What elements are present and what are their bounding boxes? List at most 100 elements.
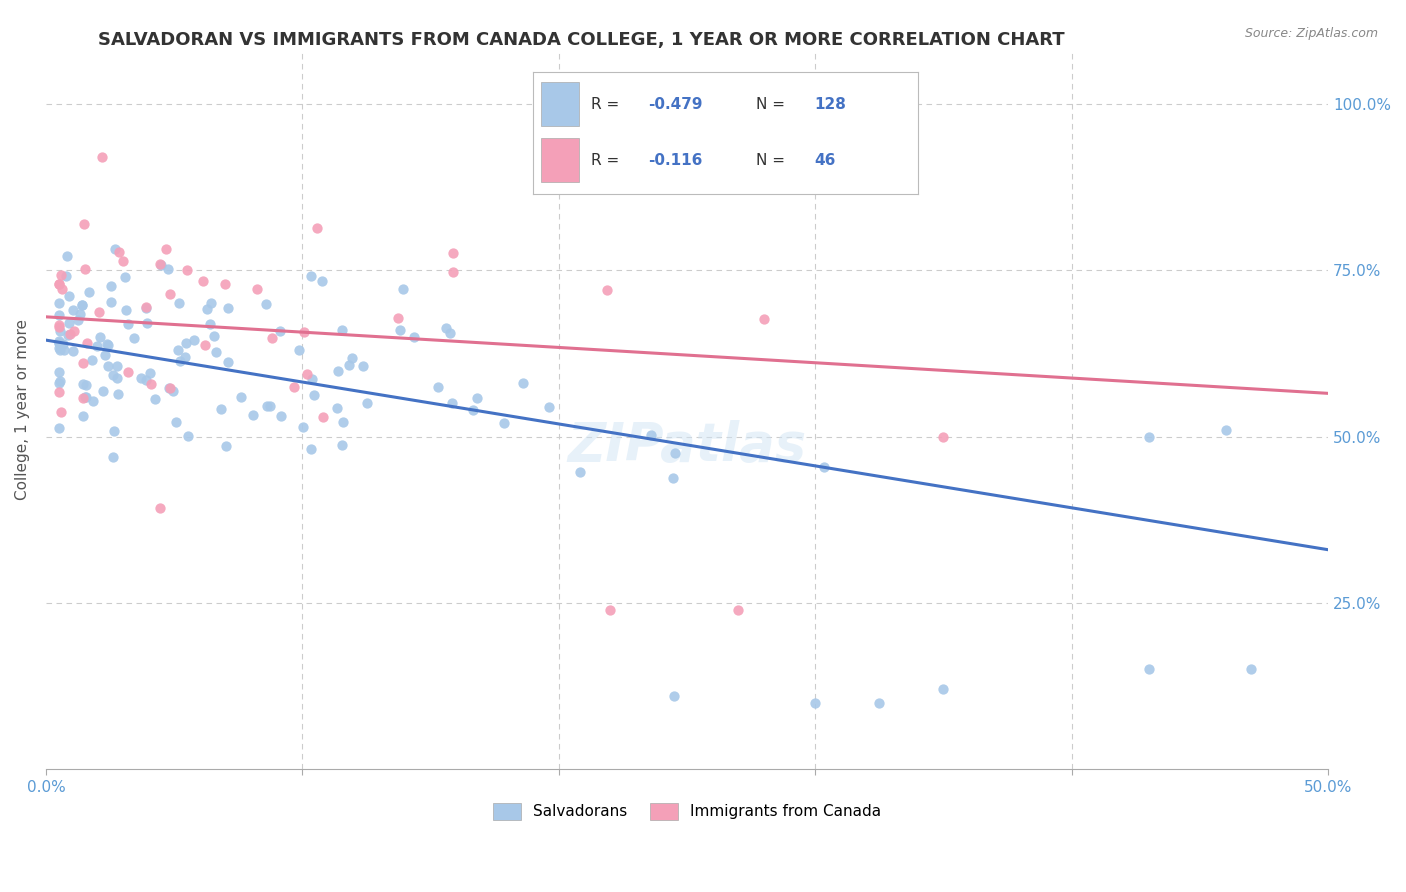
Point bbox=[59, 326, 82, 341]
Point bbox=[112, 253, 135, 268]
Point bbox=[48, 318, 70, 333]
Point bbox=[135, 373, 157, 387]
Point bbox=[194, 338, 217, 352]
Point bbox=[104, 242, 127, 256]
Point bbox=[392, 282, 415, 296]
Point bbox=[305, 220, 328, 235]
Point bbox=[96, 337, 118, 351]
Point bbox=[62, 303, 84, 318]
Point bbox=[51, 281, 73, 295]
Point bbox=[49, 374, 72, 388]
Point bbox=[217, 355, 239, 369]
Point bbox=[662, 471, 685, 485]
Point bbox=[94, 348, 117, 362]
Point bbox=[198, 317, 221, 331]
Point bbox=[100, 278, 122, 293]
Point bbox=[332, 416, 354, 430]
Point bbox=[117, 317, 139, 331]
Point bbox=[63, 324, 86, 338]
Text: Source: ZipAtlas.com: Source: ZipAtlas.com bbox=[1244, 27, 1378, 40]
Y-axis label: College, 1 year or more: College, 1 year or more bbox=[15, 319, 30, 500]
Point bbox=[114, 269, 136, 284]
Point bbox=[229, 390, 252, 404]
Point bbox=[89, 305, 111, 319]
Point bbox=[868, 696, 890, 710]
Point bbox=[91, 384, 114, 398]
Point bbox=[269, 324, 291, 338]
Point bbox=[246, 282, 269, 296]
Point bbox=[157, 381, 180, 395]
Point bbox=[70, 298, 93, 312]
Point bbox=[1215, 423, 1237, 437]
Point bbox=[72, 356, 94, 370]
Point bbox=[260, 331, 283, 345]
Point bbox=[254, 296, 277, 310]
Point bbox=[101, 368, 124, 382]
Point bbox=[48, 341, 70, 355]
Point bbox=[209, 402, 232, 417]
Point bbox=[162, 384, 184, 398]
Point bbox=[149, 257, 172, 271]
Point bbox=[166, 343, 188, 357]
Point bbox=[463, 402, 485, 417]
Point bbox=[804, 696, 827, 710]
Point bbox=[932, 429, 955, 443]
Point bbox=[1137, 429, 1160, 443]
Point bbox=[48, 320, 70, 334]
Point bbox=[326, 401, 349, 415]
Point bbox=[101, 450, 124, 464]
Point bbox=[356, 396, 378, 410]
Point bbox=[299, 442, 322, 457]
Point bbox=[55, 268, 77, 283]
Point bbox=[48, 365, 70, 379]
Point bbox=[436, 321, 458, 335]
Point bbox=[114, 302, 136, 317]
Point bbox=[295, 367, 318, 381]
Point bbox=[441, 264, 464, 278]
Point bbox=[404, 329, 426, 343]
Text: SALVADORAN VS IMMIGRANTS FROM CANADA COLLEGE, 1 YEAR OR MORE CORRELATION CHART: SALVADORAN VS IMMIGRANTS FROM CANADA COL… bbox=[98, 31, 1066, 49]
Point bbox=[176, 336, 198, 351]
Point bbox=[177, 428, 200, 442]
Point bbox=[352, 359, 374, 373]
Point bbox=[664, 446, 686, 460]
Point bbox=[205, 344, 228, 359]
Point bbox=[465, 392, 488, 406]
Point bbox=[136, 316, 159, 330]
Point bbox=[48, 277, 70, 291]
Point bbox=[73, 217, 96, 231]
Point bbox=[596, 283, 619, 297]
Point bbox=[159, 286, 181, 301]
Point bbox=[72, 391, 94, 405]
Point bbox=[727, 602, 749, 616]
Point bbox=[202, 329, 225, 343]
Point bbox=[97, 359, 120, 373]
Point bbox=[301, 372, 323, 386]
Point bbox=[215, 439, 238, 453]
Point bbox=[86, 339, 108, 353]
Point bbox=[48, 277, 70, 292]
Point bbox=[48, 334, 70, 348]
Point bbox=[72, 376, 94, 391]
Point bbox=[105, 371, 128, 385]
Point bbox=[62, 344, 84, 359]
Point bbox=[599, 602, 621, 616]
Point bbox=[105, 359, 128, 373]
Point bbox=[56, 249, 79, 263]
Point bbox=[337, 358, 360, 372]
Point bbox=[75, 378, 97, 392]
Point bbox=[302, 387, 325, 401]
Point bbox=[52, 336, 75, 351]
Point bbox=[107, 387, 129, 401]
Point bbox=[129, 371, 152, 385]
Point bbox=[49, 343, 72, 357]
Point bbox=[69, 307, 91, 321]
Point bbox=[312, 409, 335, 424]
Point bbox=[441, 396, 464, 410]
Point bbox=[49, 324, 72, 338]
Point bbox=[139, 366, 162, 380]
Point bbox=[143, 392, 166, 406]
Point bbox=[100, 295, 122, 310]
Point bbox=[75, 390, 97, 404]
Point bbox=[214, 277, 236, 291]
